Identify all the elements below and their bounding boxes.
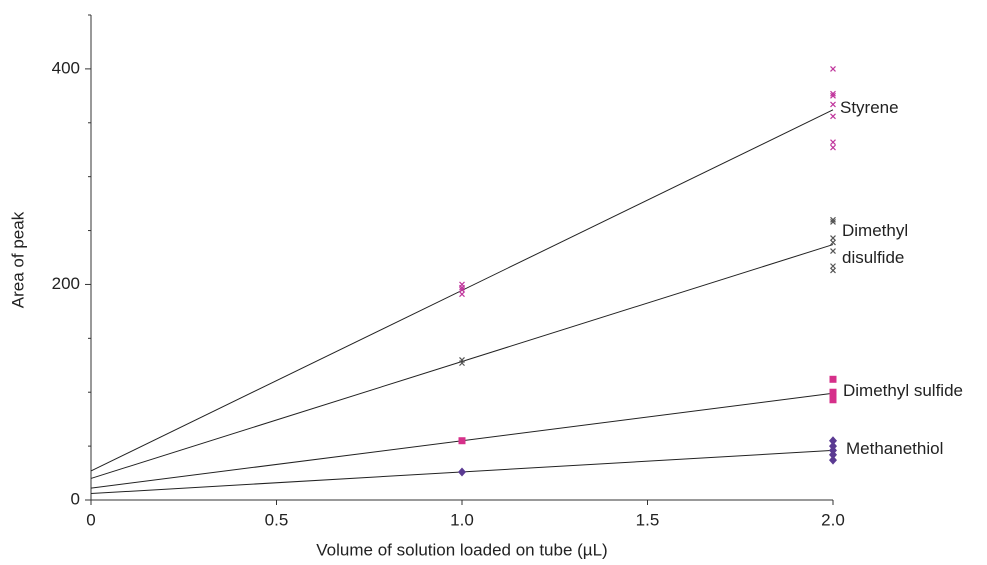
x-tick-label: 1.5 [636, 510, 660, 529]
point [830, 144, 836, 151]
point [830, 267, 836, 274]
x-tick-label: 1.0 [450, 510, 474, 529]
point [459, 284, 465, 291]
point [459, 360, 465, 367]
point [459, 291, 465, 298]
x-tick-label: 0 [86, 510, 95, 529]
point [830, 139, 836, 146]
point [829, 455, 837, 465]
point [829, 450, 837, 460]
point [830, 235, 836, 242]
point [830, 113, 836, 120]
point [830, 263, 836, 270]
series-label: Dimethyl disulfide [842, 221, 909, 267]
x-tick-label: 2.0 [821, 510, 845, 529]
point [830, 248, 836, 254]
point [829, 396, 837, 404]
y-axis-label: Area of peak [8, 211, 27, 308]
point [459, 286, 465, 293]
point [830, 239, 836, 246]
series-label: Dimethyl sulfide [843, 381, 963, 400]
y-tick-label: 0 [71, 489, 80, 508]
y-tick-label: 400 [52, 58, 80, 77]
point [830, 101, 836, 108]
point [830, 65, 836, 72]
point [458, 467, 466, 477]
point [458, 437, 466, 445]
y-tick-label: 200 [52, 274, 80, 293]
point [830, 92, 836, 99]
point [830, 219, 836, 225]
point [830, 216, 836, 223]
point [829, 375, 837, 383]
point [830, 90, 836, 97]
fit-line [90, 244, 834, 479]
series-label: Methanethiol [846, 439, 944, 458]
x-axis-label: Volume of solution loaded on tube (µL) [316, 540, 607, 559]
x-tick-label: 0.5 [265, 510, 289, 529]
series-label: Styrene [840, 98, 899, 117]
point [829, 436, 837, 446]
